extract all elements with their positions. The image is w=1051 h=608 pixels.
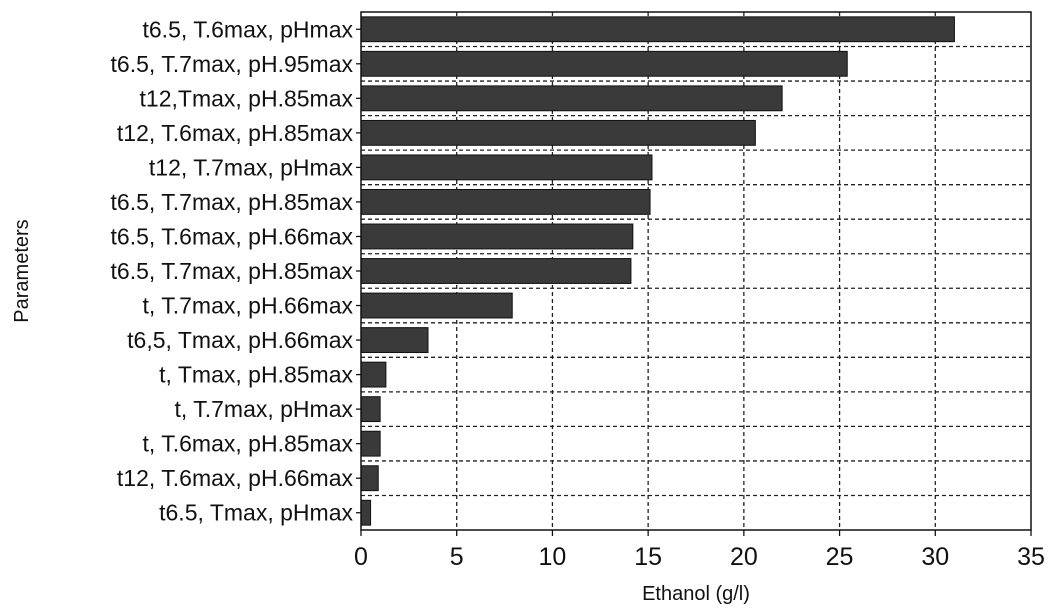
bar — [360, 499, 372, 526]
category-label: t6.5, Tmax, pHmax — [159, 500, 353, 526]
bar — [360, 396, 381, 423]
axes — [356, 11, 1032, 536]
bar — [360, 292, 513, 319]
y-axis-title: Parameters — [11, 219, 33, 322]
category-label: t6.5, T.7max, pH.95max — [111, 51, 354, 77]
x-tick-label: 10 — [539, 543, 567, 571]
bar — [360, 189, 651, 215]
x-tick-label: 5 — [450, 543, 464, 571]
x-tick-label: 35 — [1017, 543, 1045, 571]
category-label: t12, T.7max, pHmax — [149, 154, 354, 180]
x-tick-label: 20 — [730, 543, 758, 571]
category-label: t, T.7max, pH.66max — [143, 293, 354, 319]
bar — [360, 465, 379, 492]
category-label: t6.5, T.7max, pH.85max — [111, 258, 354, 284]
category-label: t12, T.6max, pH.66max — [117, 465, 354, 491]
x-axis-title: Ethanol (g/l) — [642, 583, 750, 605]
x-tick-label: 0 — [354, 543, 368, 571]
bar — [360, 258, 632, 284]
bar — [360, 223, 634, 250]
bar — [360, 430, 381, 457]
x-tick-label: 30 — [921, 543, 949, 571]
category-label: t6.5, T.6max, pH.66max — [111, 223, 354, 249]
bar — [360, 154, 653, 181]
category-label: t, T.7max, pHmax — [174, 396, 353, 422]
x-tick-label: 25 — [826, 543, 854, 571]
category-label: t6,5, Tmax, pH.66max — [127, 327, 353, 353]
bar — [360, 119, 756, 146]
bars — [360, 16, 955, 526]
bar — [360, 50, 848, 77]
x-tick-label: 15 — [634, 543, 662, 571]
bar — [360, 361, 387, 388]
bar — [360, 327, 429, 353]
category-label: t6.5, T.7max, pH.85max — [111, 189, 354, 215]
category-label: t12, T.6max, pH.85max — [117, 120, 354, 146]
category-label: t12,Tmax, pH.85max — [140, 85, 354, 111]
bar — [360, 85, 783, 112]
labels: t6.5, T.6max, pHmax t6.5, T.7max, pH.95ma… — [111, 16, 1045, 571]
category-label: t6.5, T.6max, pHmax — [143, 16, 354, 42]
category-label: t, T.6max, pH.85max — [143, 431, 354, 457]
bar — [360, 16, 955, 43]
category-label: t, Tmax, pH.85max — [159, 362, 353, 388]
